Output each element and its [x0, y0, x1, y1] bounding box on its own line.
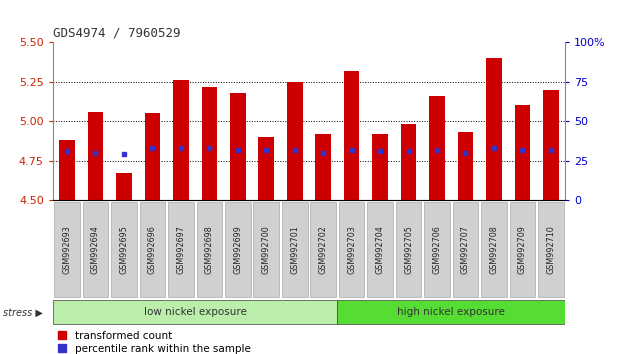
- Text: GSM992702: GSM992702: [319, 225, 328, 274]
- FancyBboxPatch shape: [253, 202, 279, 297]
- Text: GSM992707: GSM992707: [461, 225, 470, 274]
- Text: GSM992693: GSM992693: [63, 225, 71, 274]
- FancyBboxPatch shape: [53, 301, 337, 324]
- Text: GSM992710: GSM992710: [546, 225, 555, 274]
- Bar: [88, 112, 103, 200]
- Text: stress ▶: stress ▶: [3, 307, 43, 318]
- Bar: [543, 90, 559, 200]
- Bar: [401, 124, 417, 200]
- FancyBboxPatch shape: [396, 202, 422, 297]
- Bar: [287, 82, 302, 200]
- Text: GSM992701: GSM992701: [290, 225, 299, 274]
- Text: GSM992698: GSM992698: [205, 225, 214, 274]
- Text: GSM992704: GSM992704: [376, 225, 384, 274]
- Text: GSM992697: GSM992697: [176, 225, 185, 274]
- FancyBboxPatch shape: [54, 202, 80, 297]
- FancyBboxPatch shape: [83, 202, 108, 297]
- FancyBboxPatch shape: [538, 202, 564, 297]
- Bar: [344, 71, 360, 200]
- Text: GSM992699: GSM992699: [233, 225, 242, 274]
- Bar: [315, 134, 331, 200]
- FancyBboxPatch shape: [111, 202, 137, 297]
- Text: GSM992700: GSM992700: [262, 225, 271, 274]
- FancyBboxPatch shape: [424, 202, 450, 297]
- Text: GSM992706: GSM992706: [433, 225, 442, 274]
- FancyBboxPatch shape: [510, 202, 535, 297]
- Text: low nickel exposure: low nickel exposure: [143, 307, 247, 318]
- Text: GSM992709: GSM992709: [518, 225, 527, 274]
- Text: high nickel exposure: high nickel exposure: [397, 307, 505, 318]
- Bar: [429, 96, 445, 200]
- Bar: [201, 87, 217, 200]
- Bar: [230, 93, 246, 200]
- FancyBboxPatch shape: [310, 202, 336, 297]
- Bar: [145, 113, 160, 200]
- Bar: [372, 134, 388, 200]
- Text: GSM992696: GSM992696: [148, 225, 157, 274]
- Text: GSM992705: GSM992705: [404, 225, 413, 274]
- FancyBboxPatch shape: [168, 202, 194, 297]
- Text: GSM992703: GSM992703: [347, 225, 356, 274]
- Text: GSM992695: GSM992695: [119, 225, 129, 274]
- Bar: [116, 173, 132, 200]
- Text: GSM992694: GSM992694: [91, 225, 100, 274]
- FancyBboxPatch shape: [196, 202, 222, 297]
- Legend: transformed count, percentile rank within the sample: transformed count, percentile rank withi…: [58, 331, 250, 354]
- FancyBboxPatch shape: [481, 202, 507, 297]
- Bar: [458, 132, 473, 200]
- Text: GSM992708: GSM992708: [489, 225, 499, 274]
- FancyBboxPatch shape: [367, 202, 393, 297]
- FancyBboxPatch shape: [337, 301, 565, 324]
- Bar: [173, 80, 189, 200]
- FancyBboxPatch shape: [339, 202, 365, 297]
- Bar: [258, 137, 274, 200]
- FancyBboxPatch shape: [225, 202, 251, 297]
- FancyBboxPatch shape: [453, 202, 478, 297]
- FancyBboxPatch shape: [140, 202, 165, 297]
- Text: GDS4974 / 7960529: GDS4974 / 7960529: [53, 27, 180, 40]
- Bar: [515, 105, 530, 200]
- Bar: [59, 140, 75, 200]
- FancyBboxPatch shape: [282, 202, 307, 297]
- Bar: [486, 58, 502, 200]
